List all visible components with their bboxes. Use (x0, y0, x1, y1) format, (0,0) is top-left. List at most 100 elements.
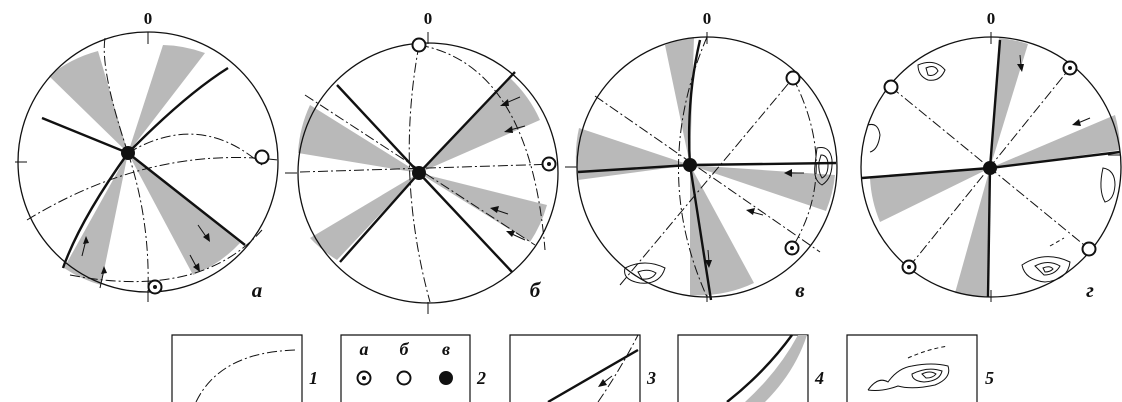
slip-arrow-head (203, 233, 210, 242)
slip-arrow (511, 233, 526, 241)
stereonet-panel-g: 0 г (860, 9, 1122, 302)
shaded-sector (665, 37, 694, 165)
great-circle (418, 44, 546, 251)
axis-symbol-open (411, 37, 427, 53)
axis-symbol-open (883, 79, 899, 95)
stereonet-panel-b: 0 б (285, 9, 559, 314)
axis-symbol-open (254, 149, 270, 165)
density-contour (925, 66, 939, 76)
fault-plane (418, 71, 516, 174)
slip-arrow-head (101, 266, 107, 274)
fault-plane (988, 39, 1002, 169)
density-contour (624, 262, 666, 284)
fault-plane (577, 163, 691, 174)
legend-item-1: 1 (171, 334, 318, 402)
density-contour (921, 371, 937, 379)
density-contour (637, 269, 657, 280)
slip-arrow-head (500, 99, 509, 106)
fault-plane (989, 150, 1121, 170)
great-circle (299, 163, 557, 173)
fault-plane (986, 167, 992, 298)
legend-box (509, 334, 641, 402)
north-label: 0 (144, 9, 153, 28)
shaded-sector-sample (745, 335, 807, 402)
axis-symbol-dot (153, 285, 157, 289)
shaded-sector (310, 173, 419, 260)
panel-label: б (530, 278, 542, 302)
density-contour (1021, 256, 1071, 283)
density-contour (1100, 167, 1116, 203)
shaded-sector (990, 38, 1028, 168)
fault-plane (339, 172, 420, 263)
north-label: 0 (424, 9, 433, 28)
fault-plane-sample (726, 334, 793, 402)
axis-symbol-filled (683, 158, 697, 172)
legend-number: 4 (814, 368, 824, 388)
slip-arrow-head (504, 126, 513, 133)
slip-arrow-head (83, 236, 89, 244)
legend-sublabel: в (442, 339, 450, 359)
slip-arrow-head (598, 379, 607, 387)
legend: 1 а б в 2 3 4 (171, 334, 994, 402)
great-circle (304, 94, 536, 246)
fault-plane (127, 66, 229, 154)
fault-plane (687, 39, 702, 166)
legend-box (846, 334, 978, 402)
legend-item-4: 4 (677, 334, 824, 402)
great-circle-sample (195, 349, 297, 402)
shaded-sector (64, 153, 128, 285)
panel-label: а (252, 278, 263, 302)
great-circle (103, 37, 129, 154)
fault-plane (41, 116, 129, 155)
fault-plane (127, 152, 246, 246)
slip-arrow-head (1017, 64, 1024, 72)
axis-symbol-filled (121, 146, 135, 160)
fault-plane (418, 172, 513, 273)
great-circle (619, 77, 794, 286)
panel-label: г (1086, 278, 1094, 302)
shaded-sector (419, 78, 540, 173)
axis-symbol-dot (547, 162, 551, 166)
great-circle (408, 44, 431, 303)
legend-sublabel: б (400, 339, 410, 359)
fault-plane-sample (547, 348, 639, 402)
shaded-sector (955, 168, 990, 298)
primitive-circle (17, 31, 279, 293)
fault-plane (689, 161, 837, 167)
density-contour (867, 363, 950, 391)
great-circle (127, 133, 263, 166)
density-contour (818, 154, 829, 179)
stereonet-panel-v: 0 в (565, 9, 838, 302)
legend-item-3: 3 (509, 334, 656, 402)
fault-plane (61, 152, 129, 269)
slip-arrow (1077, 117, 1091, 124)
axis-symbol-dot (907, 265, 911, 269)
density-contour (1049, 237, 1065, 247)
legend-box (171, 334, 303, 402)
primitive-circle (297, 42, 559, 304)
slip-arrow-head (193, 263, 200, 272)
fault-plane (861, 166, 991, 180)
density-contour (911, 368, 943, 383)
panel-label: в (795, 278, 805, 302)
slip-arrow-head (506, 231, 515, 237)
great-circle (26, 157, 279, 221)
shaded-sector (298, 105, 419, 173)
density-contour (1034, 262, 1061, 276)
density-contour (917, 61, 946, 81)
slip-arrow (751, 211, 764, 216)
legend-number: 5 (985, 368, 994, 388)
legend-number: 2 (476, 368, 486, 388)
slip-arrow-head (746, 208, 755, 215)
axis-symbol-dot (1068, 66, 1072, 70)
shaded-sector (128, 45, 205, 153)
slip-arrow (509, 125, 526, 131)
north-label: 0 (703, 9, 712, 28)
axis-symbol-filled (412, 166, 426, 180)
axis-symbol-open (1081, 241, 1097, 257)
legend-item-5: 5 (846, 334, 994, 402)
slip-arrow-head (1072, 119, 1081, 126)
great-circle (791, 77, 817, 249)
axis-symbol-filled (983, 161, 997, 175)
axis-symbol-dot (790, 246, 794, 250)
